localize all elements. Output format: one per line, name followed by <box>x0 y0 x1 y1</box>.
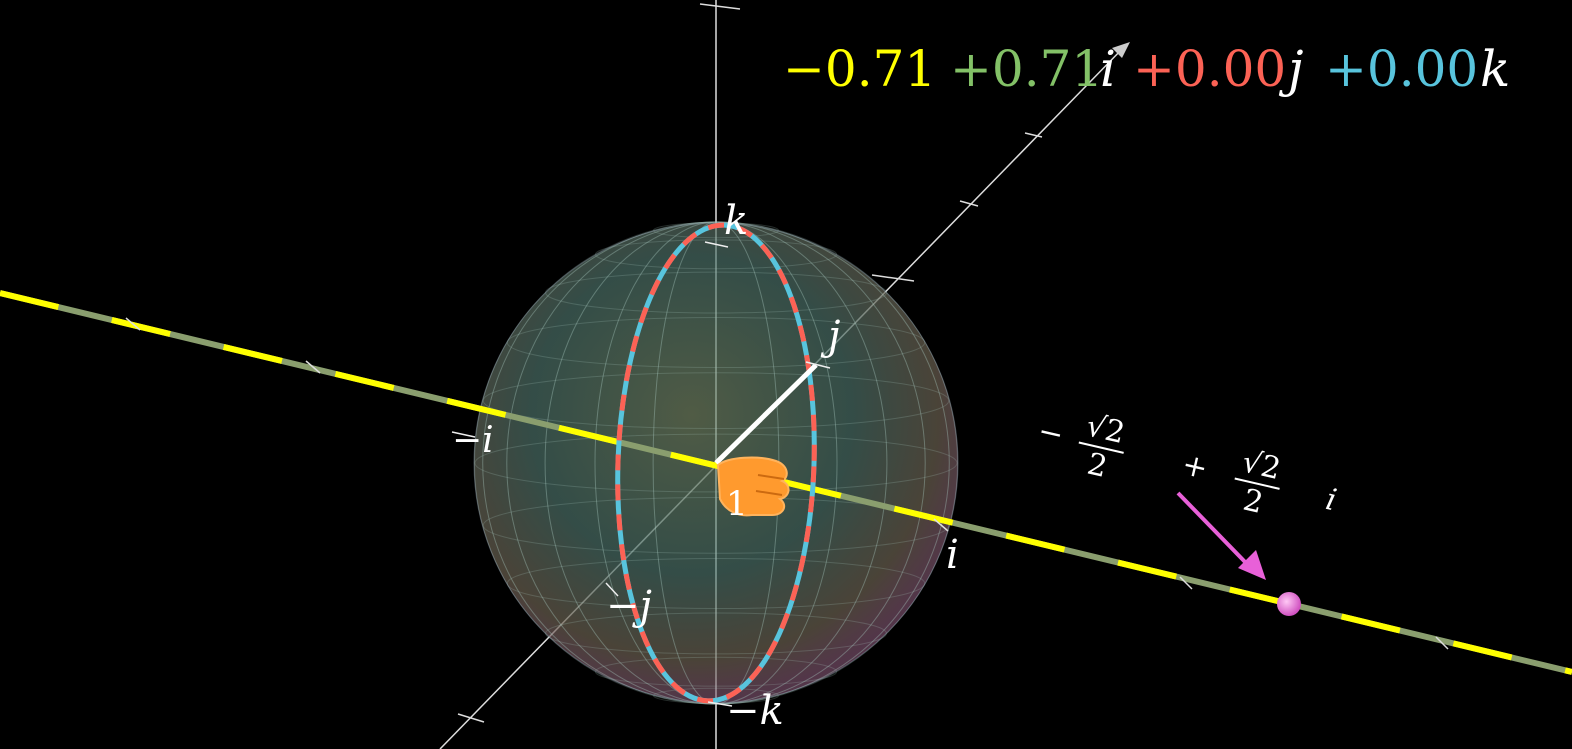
i-axis-ticks <box>125 317 1449 650</box>
vertical-axis-tick <box>699 3 741 10</box>
label-j: j <box>828 313 841 359</box>
k-coefficient: +0.00 <box>1325 40 1479 98</box>
quaternion-point-marker <box>1277 592 1301 616</box>
real-component: −0.71 <box>783 40 937 98</box>
label-one: 1 <box>726 484 748 524</box>
k-unit: k <box>1480 40 1511 98</box>
annotation-unit-i: i <box>1322 482 1340 519</box>
label-i: i <box>946 532 959 578</box>
label-neg-j: −j <box>606 583 652 629</box>
annotation-fraction-1: √2 2 <box>1071 407 1132 488</box>
diagonal-axis-arrowhead-icon <box>1112 42 1130 58</box>
j-unit: j <box>1288 40 1304 98</box>
diagonal-axis-ticks <box>457 132 1043 723</box>
annotation-fraction-2: √2 2 <box>1227 443 1288 524</box>
rotation-circle <box>615 222 817 704</box>
label-neg-i: −i <box>452 420 494 461</box>
i-unit: i <box>1100 40 1116 98</box>
rotation-vector <box>714 363 818 465</box>
i-coefficient: +0.71 <box>950 40 1104 98</box>
j-coefficient: +0.00 <box>1133 40 1287 98</box>
label-k: k <box>724 198 749 244</box>
pink-arrow-icon <box>1176 491 1266 580</box>
label-neg-k: −k <box>726 688 784 734</box>
hand-pointer-icon <box>716 456 790 517</box>
annotation-plus: + <box>1178 446 1212 487</box>
sphere-axis-ticks <box>451 241 831 707</box>
